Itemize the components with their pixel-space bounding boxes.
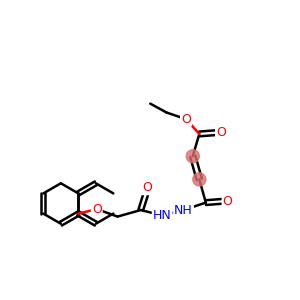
Text: O: O [223,195,232,208]
Circle shape [193,173,206,186]
Text: O: O [92,202,102,216]
Text: O: O [181,112,191,126]
Text: HN: HN [153,209,172,222]
Text: O: O [216,126,226,139]
Circle shape [186,150,199,163]
Text: O: O [142,181,152,194]
Text: NH: NH [174,203,193,217]
